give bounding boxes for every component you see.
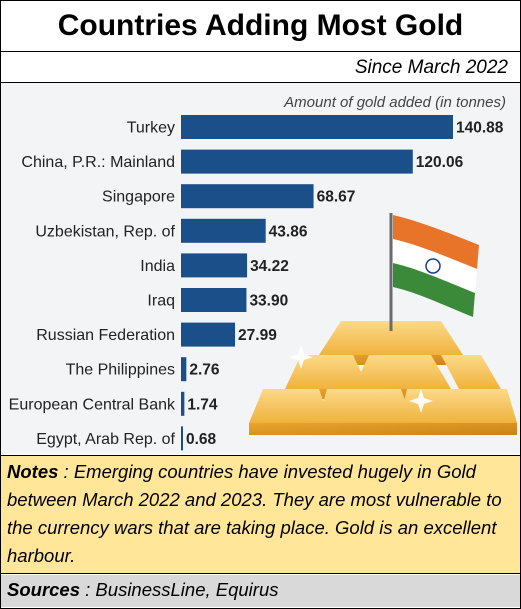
category-label: India xyxy=(140,258,175,275)
bar xyxy=(181,322,236,347)
data-label: 1.74 xyxy=(187,396,218,413)
bar xyxy=(181,218,266,243)
bar xyxy=(181,391,185,416)
gold-bar-top-tier xyxy=(319,321,463,355)
gold-bar-bottom-2 xyxy=(317,389,413,423)
page-title: Countries Adding Most Gold xyxy=(57,9,464,42)
notes-box: Notes : Emerging countries have invested… xyxy=(1,455,520,574)
gold-bar-bottom-4 xyxy=(471,389,517,423)
data-label: 140.88 xyxy=(456,120,504,137)
gold-bar-mid-center xyxy=(353,355,451,389)
data-label: 2.76 xyxy=(189,362,220,379)
category-label: Iraq xyxy=(147,293,175,310)
sparkle-icon xyxy=(409,389,433,413)
gold-bar-bottom-1 xyxy=(249,389,331,423)
category-label: Singapore xyxy=(102,189,175,206)
gold-bar-mid-left xyxy=(285,355,369,389)
gold-bar-bottom-front xyxy=(249,423,517,435)
category-label: Turkey xyxy=(127,120,175,137)
axis-label: Amount of gold added (in tonnes) xyxy=(283,94,506,111)
sources-box: Sources : BusinessLine, Equirus xyxy=(1,575,520,607)
bar xyxy=(181,184,314,209)
sources-label: Sources xyxy=(7,579,81,600)
chart-area: Amount of gold added (in tonnes) Turkey 1… xyxy=(1,83,520,454)
data-label: 68.67 xyxy=(317,189,356,206)
gold-bar-mid-right xyxy=(441,355,501,389)
data-label: 43.86 xyxy=(269,223,308,240)
flag-green-band xyxy=(393,263,475,317)
page-subtitle: Since March 2022 xyxy=(354,57,508,78)
category-label: China, P.R.: Mainland xyxy=(21,154,175,171)
sparkle-icon xyxy=(289,345,313,369)
flag-saffron-band xyxy=(393,215,479,269)
subtitle-bar: Since March 2022 xyxy=(1,52,520,83)
category-label: The Philippines xyxy=(66,362,175,379)
data-label: 34.22 xyxy=(250,258,289,275)
india-flag-icon xyxy=(389,213,479,331)
bar-chart: Amount of gold added (in tonnes) Turkey 1… xyxy=(9,94,517,451)
bar xyxy=(181,357,187,382)
data-label: 27.99 xyxy=(238,327,277,344)
category-label: Egypt, Arab Rep. of xyxy=(36,431,175,448)
flag-white-band xyxy=(393,239,477,293)
sources-text: : BusinessLine, Equirus xyxy=(80,579,279,600)
gold-bars-illustration xyxy=(249,321,517,435)
category-label: European Central Bank xyxy=(9,396,176,413)
bar xyxy=(181,426,183,451)
data-label: 120.06 xyxy=(416,154,464,171)
ashoka-chakra-icon xyxy=(425,258,441,274)
bar xyxy=(181,288,247,312)
data-label: 33.90 xyxy=(249,293,288,310)
category-label: Uzbekistan, Rep. of xyxy=(35,223,175,240)
title-bar: Countries Adding Most Gold xyxy=(1,1,520,52)
category-label: Russian Federation xyxy=(36,327,175,344)
notes-label: Notes xyxy=(7,461,59,482)
data-label: 0.68 xyxy=(186,431,217,448)
bar xyxy=(181,115,453,139)
bar xyxy=(181,253,248,278)
bar xyxy=(181,149,413,174)
notes-text: : Emerging countries have invested hugel… xyxy=(7,461,502,566)
bars-group: Turkey 140.88 China, P.R.: Mainland 120.06 S… xyxy=(9,115,504,451)
